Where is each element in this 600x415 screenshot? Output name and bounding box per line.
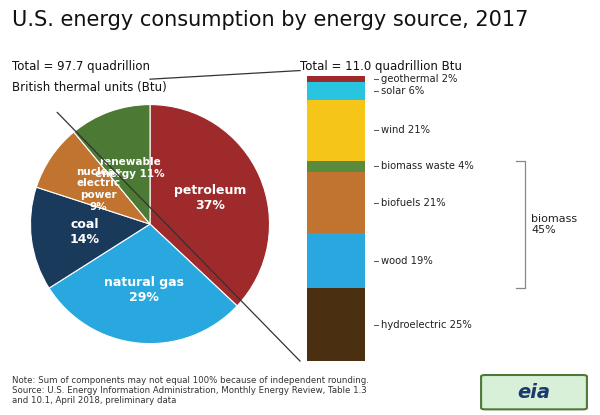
Wedge shape	[37, 132, 150, 224]
Text: petroleum
37%: petroleum 37%	[174, 184, 247, 212]
Text: geothermal 2%: geothermal 2%	[381, 74, 457, 84]
Wedge shape	[74, 105, 150, 224]
Text: biomass waste 4%: biomass waste 4%	[381, 161, 474, 171]
Text: biomass
45%: biomass 45%	[531, 214, 577, 235]
Text: hydroelectric 25%: hydroelectric 25%	[381, 320, 472, 330]
Text: renewable
energy 11%: renewable energy 11%	[95, 157, 164, 179]
Text: nuclear
electric
power
9%: nuclear electric power 9%	[77, 167, 121, 212]
Text: Note: Sum of components may not equal 100% because of independent rounding.
Sour: Note: Sum of components may not equal 10…	[12, 376, 369, 405]
Bar	[307, 172, 365, 233]
FancyBboxPatch shape	[481, 375, 587, 409]
Text: eia: eia	[517, 383, 551, 402]
Text: natural gas
29%: natural gas 29%	[104, 276, 184, 303]
Bar	[307, 288, 365, 361]
Bar	[307, 76, 365, 82]
Text: wood 19%: wood 19%	[381, 256, 433, 266]
Wedge shape	[49, 224, 237, 344]
Bar	[307, 100, 365, 161]
Bar	[307, 82, 365, 100]
Text: solar 6%: solar 6%	[381, 86, 424, 96]
Bar	[307, 233, 365, 288]
Wedge shape	[31, 187, 150, 288]
Text: Total = 97.7 quadrillion: Total = 97.7 quadrillion	[12, 60, 150, 73]
Wedge shape	[150, 105, 269, 306]
Text: biofuels 21%: biofuels 21%	[381, 198, 446, 208]
Text: British thermal units (Btu): British thermal units (Btu)	[12, 81, 167, 94]
Text: U.S. energy consumption by energy source, 2017: U.S. energy consumption by energy source…	[12, 10, 529, 30]
Bar	[307, 161, 365, 172]
Text: Total = 11.0 quadrillion Btu: Total = 11.0 quadrillion Btu	[300, 60, 462, 73]
Text: wind 21%: wind 21%	[381, 125, 430, 135]
Text: coal
14%: coal 14%	[70, 218, 100, 247]
